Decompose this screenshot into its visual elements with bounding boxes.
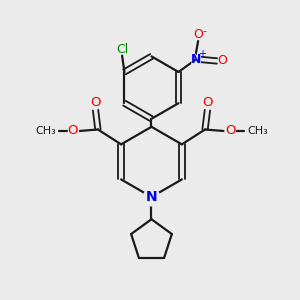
Text: CH₃: CH₃ (247, 126, 268, 136)
Text: O: O (224, 124, 236, 139)
Text: O: O (218, 55, 227, 68)
Text: CH₃: CH₃ (35, 126, 56, 136)
Text: Cl: Cl (116, 43, 128, 56)
Text: N: N (190, 52, 202, 67)
Text: O: O (193, 28, 203, 41)
Text: O: O (67, 124, 80, 139)
Text: O: O (225, 124, 235, 137)
Text: O: O (216, 53, 229, 68)
Text: O: O (68, 124, 78, 137)
Text: -: - (203, 26, 207, 36)
Text: O: O (89, 95, 102, 110)
Text: N: N (146, 190, 157, 204)
Text: O: O (202, 96, 213, 109)
Text: N: N (190, 53, 201, 66)
Text: Cl: Cl (114, 42, 130, 57)
Text: O: O (192, 27, 204, 42)
Text: O: O (90, 96, 101, 109)
Text: O: O (201, 95, 214, 110)
Text: +: + (198, 49, 206, 59)
